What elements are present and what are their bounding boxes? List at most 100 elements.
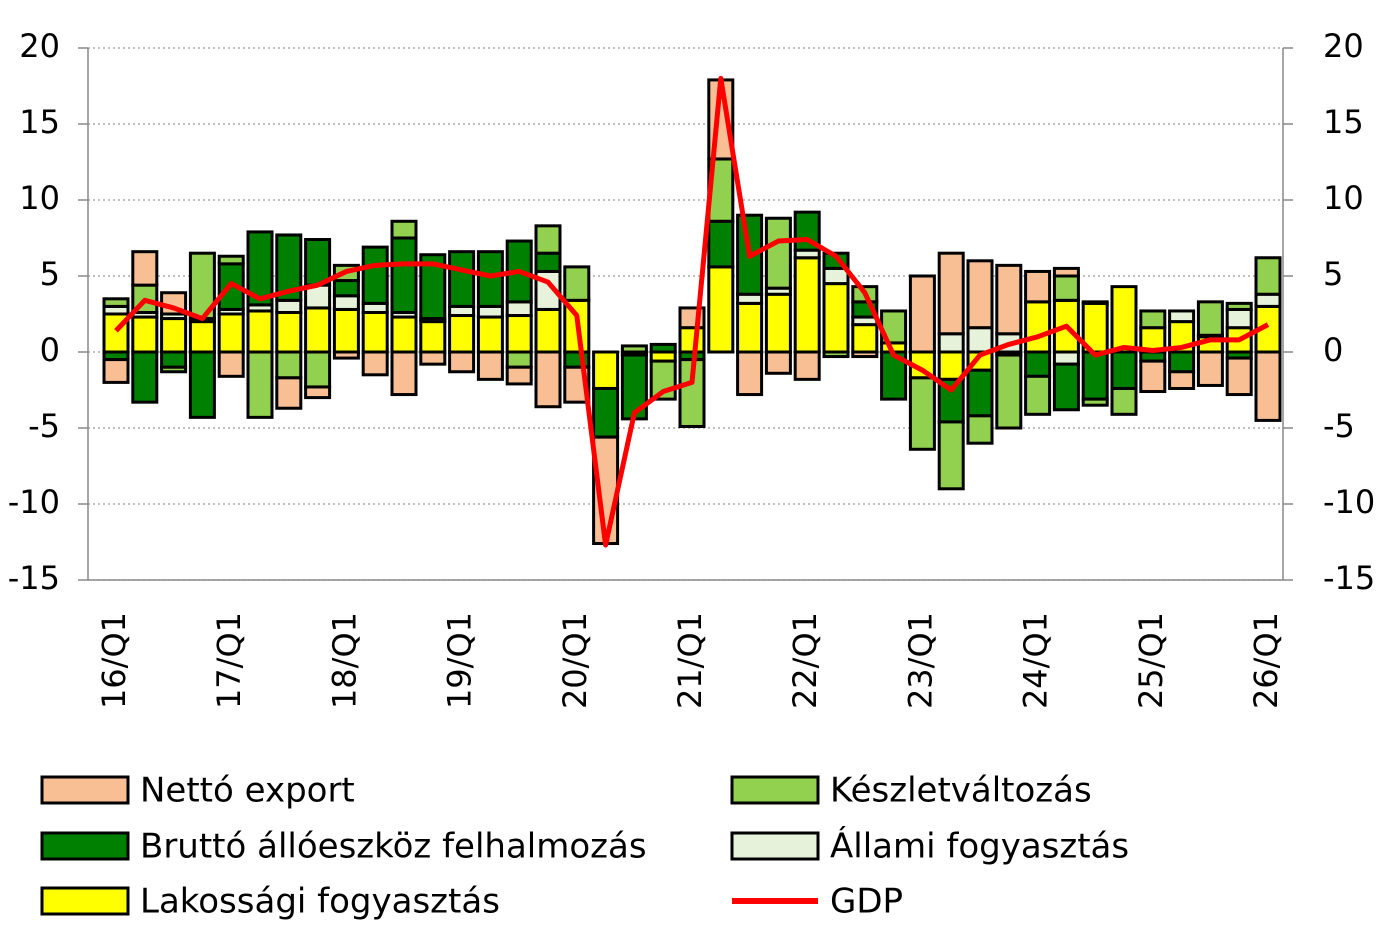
bar	[822, 282, 850, 354]
y-tick-label: -5	[28, 407, 60, 445]
bar	[592, 350, 620, 390]
bar	[908, 376, 936, 451]
bar	[534, 307, 562, 354]
bar	[764, 350, 792, 375]
bar	[1081, 350, 1109, 401]
bar	[419, 320, 447, 354]
bar	[505, 350, 533, 369]
bar	[995, 263, 1023, 336]
bar	[1139, 359, 1167, 394]
y2-tick-label: 5	[1323, 255, 1343, 293]
bar	[246, 350, 274, 419]
bar	[160, 350, 188, 369]
bar	[1052, 362, 1080, 412]
bar	[448, 250, 476, 308]
bar	[304, 306, 332, 354]
legend-swatch	[40, 886, 130, 916]
bar	[390, 315, 418, 354]
bar	[419, 350, 447, 366]
bar	[649, 342, 677, 354]
bar	[361, 350, 389, 377]
bar	[160, 365, 188, 374]
bar	[534, 251, 562, 273]
bar	[1024, 269, 1052, 304]
bar	[678, 326, 706, 354]
bar	[534, 224, 562, 255]
bar	[707, 265, 735, 354]
bar	[217, 254, 245, 266]
bar	[332, 279, 360, 298]
legend-label: Állami fogyasztás	[830, 826, 1129, 867]
bar	[476, 304, 504, 319]
y-tick-label: -10	[8, 483, 60, 521]
bar	[1052, 266, 1080, 278]
bar	[102, 358, 130, 384]
bar	[304, 385, 332, 400]
y-tick-label: 10	[19, 179, 60, 217]
bar	[764, 292, 792, 354]
bar	[563, 265, 591, 302]
legend-swatch	[40, 775, 130, 805]
bar	[1254, 350, 1282, 422]
legend-label: Bruttó állóeszköz felhalmozás	[140, 827, 647, 867]
bar	[217, 350, 245, 378]
x-tick-label: 21/Q1	[671, 612, 709, 709]
legend-label: GDP	[830, 882, 903, 922]
bar	[736, 350, 764, 397]
y2-tick-label: 15	[1323, 103, 1364, 141]
y-tick-label: 20	[19, 27, 60, 65]
bar	[534, 350, 562, 409]
x-tick-label: 20/Q1	[556, 612, 594, 709]
bar	[1081, 300, 1109, 305]
bar	[1225, 356, 1253, 397]
bar	[217, 312, 245, 354]
bar	[1110, 386, 1138, 416]
bar	[304, 238, 332, 287]
bar	[966, 259, 994, 330]
legend-swatch	[730, 831, 820, 861]
bar	[448, 314, 476, 354]
bar	[1024, 300, 1052, 354]
bar	[1024, 350, 1052, 378]
bar	[448, 350, 476, 374]
bar	[160, 317, 188, 354]
x-tick-label: 26/Q1	[1247, 612, 1285, 709]
bar	[505, 365, 533, 386]
bar	[275, 298, 303, 314]
bar	[1168, 350, 1196, 374]
x-tick-label: 19/Q1	[441, 612, 479, 709]
x-tick-label: 22/Q1	[786, 612, 824, 709]
bar	[332, 307, 360, 354]
bar	[1081, 397, 1109, 407]
x-tick-label: 18/Q1	[325, 612, 363, 709]
bar	[476, 250, 504, 308]
bar	[332, 294, 360, 311]
y-tick-label: 5	[40, 255, 60, 293]
y-tick-label: 15	[19, 103, 60, 141]
bar	[1052, 274, 1080, 302]
bar	[995, 353, 1023, 430]
bar	[1254, 256, 1282, 296]
bar	[131, 350, 159, 404]
y-tick-label: -15	[8, 559, 60, 597]
bar	[275, 350, 303, 380]
bar	[275, 376, 303, 410]
bar	[937, 350, 965, 381]
x-tick-label: 16/Q1	[95, 612, 133, 709]
bar	[966, 326, 994, 354]
bar	[851, 323, 879, 354]
bar	[937, 420, 965, 491]
bar	[1225, 307, 1253, 330]
x-tick-label: 17/Q1	[210, 612, 248, 709]
bar	[1024, 374, 1052, 416]
y-tick-label: 0	[40, 331, 60, 369]
y2-tick-label: -5	[1323, 407, 1355, 445]
bar	[390, 236, 418, 314]
bar	[505, 300, 533, 318]
bar	[736, 301, 764, 354]
bar	[1110, 285, 1138, 354]
bar	[476, 350, 504, 381]
bar	[505, 314, 533, 354]
bar	[1110, 350, 1138, 390]
